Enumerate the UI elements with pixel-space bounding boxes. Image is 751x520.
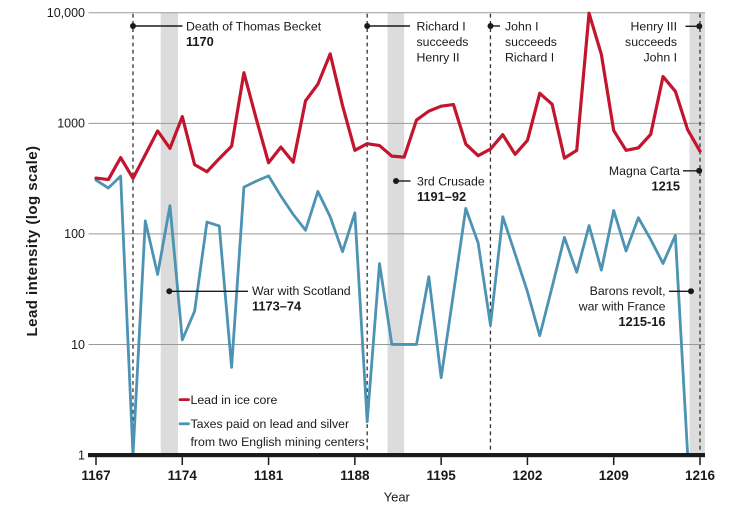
x-tick-label-1202: 1202 [512, 468, 542, 483]
annotation-text-henry-line-1: succeeds [625, 35, 677, 49]
legend-label-ice-core-line-0: Lead in ice core [191, 393, 278, 407]
y-tick-label-10000: 10,000 [47, 6, 85, 20]
annotation-text-scotland-line-0: War with Scotland [252, 284, 351, 298]
x-tick-label-1174: 1174 [168, 468, 198, 483]
x-tick-label-1209: 1209 [599, 468, 629, 483]
x-axis-line [88, 453, 705, 458]
x-tick-label-1188: 1188 [340, 468, 370, 483]
annotation-text-henry-line-2: John I [644, 50, 678, 64]
annotation-dot-magna [696, 167, 703, 174]
annotation-dot-becket [130, 23, 136, 29]
annotation-text-scotland-line-1: 1173–74 [252, 299, 302, 314]
annotation-text-barons-line-0: Barons revolt, [590, 284, 666, 298]
annotation-dot-scotland [166, 288, 173, 295]
annotation-text-magna-line-1: 1215 [652, 178, 680, 193]
highlight-band-1 [387, 12, 405, 454]
highlight-band-2 [689, 12, 705, 454]
x-tick-label-1216: 1216 [685, 468, 716, 483]
x-tick-label-1167: 1167 [81, 468, 110, 483]
annotation-text-richard-line-0: Richard I [417, 20, 466, 34]
series-line-ice-core [94, 11, 702, 182]
annotation-text-john-line-0: John I [505, 20, 539, 34]
annotation-dot-john [487, 23, 494, 29]
annotation-text-becket-line-0: Death of Thomas Becket [186, 19, 322, 33]
highlight-band-0 [160, 12, 178, 454]
annotation-text-john-line-2: Richard I [505, 51, 554, 65]
y-tick-label-100: 100 [64, 227, 85, 241]
annotation-text-henry-line-0: Henry III [631, 19, 677, 33]
annotation-text-richard-line-2: Henry II [417, 51, 460, 65]
annotation-text-john-line-1: succeeds [505, 35, 557, 49]
annotation-dot-henry [696, 23, 703, 30]
annotation-dot-richard [364, 23, 371, 29]
x-tick-label-1181: 1181 [254, 468, 284, 483]
annotation-text-crusade-line-0: 3rd Crusade [417, 174, 485, 188]
annotation-text-crusade-line-1: 1191–92 [417, 189, 466, 204]
x-tick-label-1195: 1195 [426, 468, 456, 483]
y-tick-label-1000: 1000 [57, 117, 85, 131]
annotation-text-becket-line-1: 1170 [186, 34, 214, 49]
y-axis-title: Lead intensity (log scale) [24, 146, 41, 337]
y-tick-label-1: 1 [78, 448, 85, 462]
annotation-text-richard-line-1: succeeds [417, 35, 469, 49]
series-line-taxes [94, 174, 690, 457]
annotation-text-barons-line-1: war with France [578, 300, 666, 314]
legend-label-taxes-line-1: from two English mining centers [191, 435, 365, 449]
annotation-text-barons-line-2: 1215-16 [619, 314, 666, 329]
y-tick-label-10: 10 [71, 338, 85, 352]
annotation-dot-barons [688, 288, 694, 295]
x-axis-title: Year [384, 490, 411, 505]
annotation-dot-crusade [393, 178, 399, 184]
legend-label-taxes-line-0: Taxes paid on lead and silver [191, 417, 350, 431]
annotation-text-magna-line-0: Magna Carta [609, 164, 680, 178]
